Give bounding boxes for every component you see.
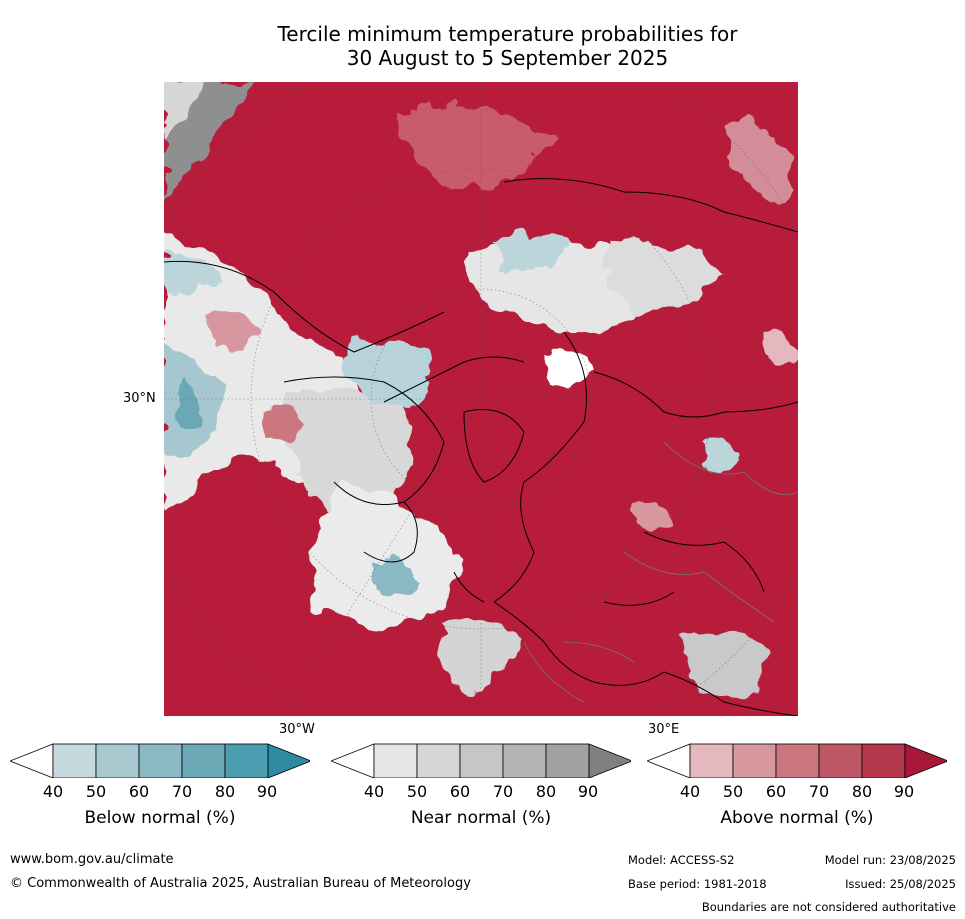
below-swatch-70 <box>181 743 226 779</box>
colorbar-above-label: Above normal (%) <box>720 808 874 828</box>
footer-model: Model: ACCESS-S2 <box>628 853 735 867</box>
footer-base-period: Base period: 1981-2018 <box>628 877 767 891</box>
below-swatch-40 <box>52 743 97 779</box>
below-swatch-50 <box>95 743 140 779</box>
tick-below-40: 40 <box>42 782 64 801</box>
country-borders <box>523 441 798 703</box>
colorbar-above-swatches <box>645 743 950 779</box>
title-line-2: 30 August to 5 September 2025 <box>346 46 669 70</box>
graticule <box>164 82 798 716</box>
colorbar-near <box>329 742 634 782</box>
tick-above-70: 70 <box>808 782 830 801</box>
colorbar-below <box>8 742 313 782</box>
near-swatch-low <box>329 743 375 779</box>
tick-near-60: 60 <box>449 782 471 801</box>
footer-model-run: Model run: 23/08/2025 <box>824 853 956 867</box>
chart-title: Tercile minimum temperature probabilitie… <box>160 22 855 70</box>
tick-above-40: 40 <box>679 782 701 801</box>
tick-near-40: 40 <box>363 782 385 801</box>
colorbar-below-swatches <box>8 743 313 779</box>
near-swatch-40 <box>373 743 418 779</box>
title-line-1: Tercile minimum temperature probabilitie… <box>277 22 738 46</box>
lat-label-30n: 30°N <box>123 391 156 406</box>
probability-field-fine <box>204 309 798 530</box>
tick-near-90: 90 <box>577 782 599 801</box>
colorbar-near-ticks: 40 50 60 70 80 90 <box>331 782 631 802</box>
probability-map <box>164 82 798 716</box>
tick-near-70: 70 <box>492 782 514 801</box>
above-swatch-low <box>645 743 691 779</box>
near-swatch-80 <box>545 743 590 779</box>
footer-copyright: © Commonwealth of Australia 2025, Austra… <box>10 876 471 891</box>
below-swatch-high <box>267 743 313 779</box>
below-swatch-low <box>8 743 54 779</box>
near-swatch-70 <box>502 743 547 779</box>
tick-below-90: 90 <box>256 782 278 801</box>
tick-near-50: 50 <box>406 782 428 801</box>
colorbar-above-ticks: 40 50 60 70 80 90 <box>647 782 947 802</box>
above-swatch-high <box>904 743 950 779</box>
tick-below-80: 80 <box>214 782 236 801</box>
above-swatch-80 <box>861 743 906 779</box>
colorbar-near-label: Near normal (%) <box>410 808 552 828</box>
colorbar-above <box>645 742 950 782</box>
near-swatch-50 <box>416 743 461 779</box>
tick-above-90: 90 <box>893 782 915 801</box>
footer-issued: Issued: 25/08/2025 <box>845 877 956 891</box>
above-swatch-40 <box>689 743 734 779</box>
near-swatch-high <box>588 743 634 779</box>
footer-disclaimer: Boundaries are not considered authoritat… <box>701 900 956 914</box>
above-swatch-60 <box>775 743 820 779</box>
coastlines <box>164 178 798 716</box>
tick-above-60: 60 <box>765 782 787 801</box>
tick-near-80: 80 <box>535 782 557 801</box>
above-swatch-70 <box>818 743 863 779</box>
lon-label-30e: 30°E <box>648 722 680 737</box>
tick-below-60: 60 <box>128 782 150 801</box>
above-swatch-50 <box>732 743 777 779</box>
colorbar-below-label: Below normal (%) <box>84 808 236 828</box>
probability-field <box>164 82 794 702</box>
near-swatch-60 <box>459 743 504 779</box>
tick-above-80: 80 <box>851 782 873 801</box>
colorbar-below-ticks: 40 50 60 70 80 90 <box>10 782 310 802</box>
below-swatch-80 <box>224 743 269 779</box>
lon-label-30w: 30°W <box>279 722 315 737</box>
below-swatch-60 <box>138 743 183 779</box>
colorbar-near-swatches <box>329 743 634 779</box>
tick-below-70: 70 <box>171 782 193 801</box>
tick-above-50: 50 <box>722 782 744 801</box>
map-svg <box>164 82 798 716</box>
tick-below-50: 50 <box>85 782 107 801</box>
footer-website: www.bom.gov.au/climate <box>10 852 174 867</box>
